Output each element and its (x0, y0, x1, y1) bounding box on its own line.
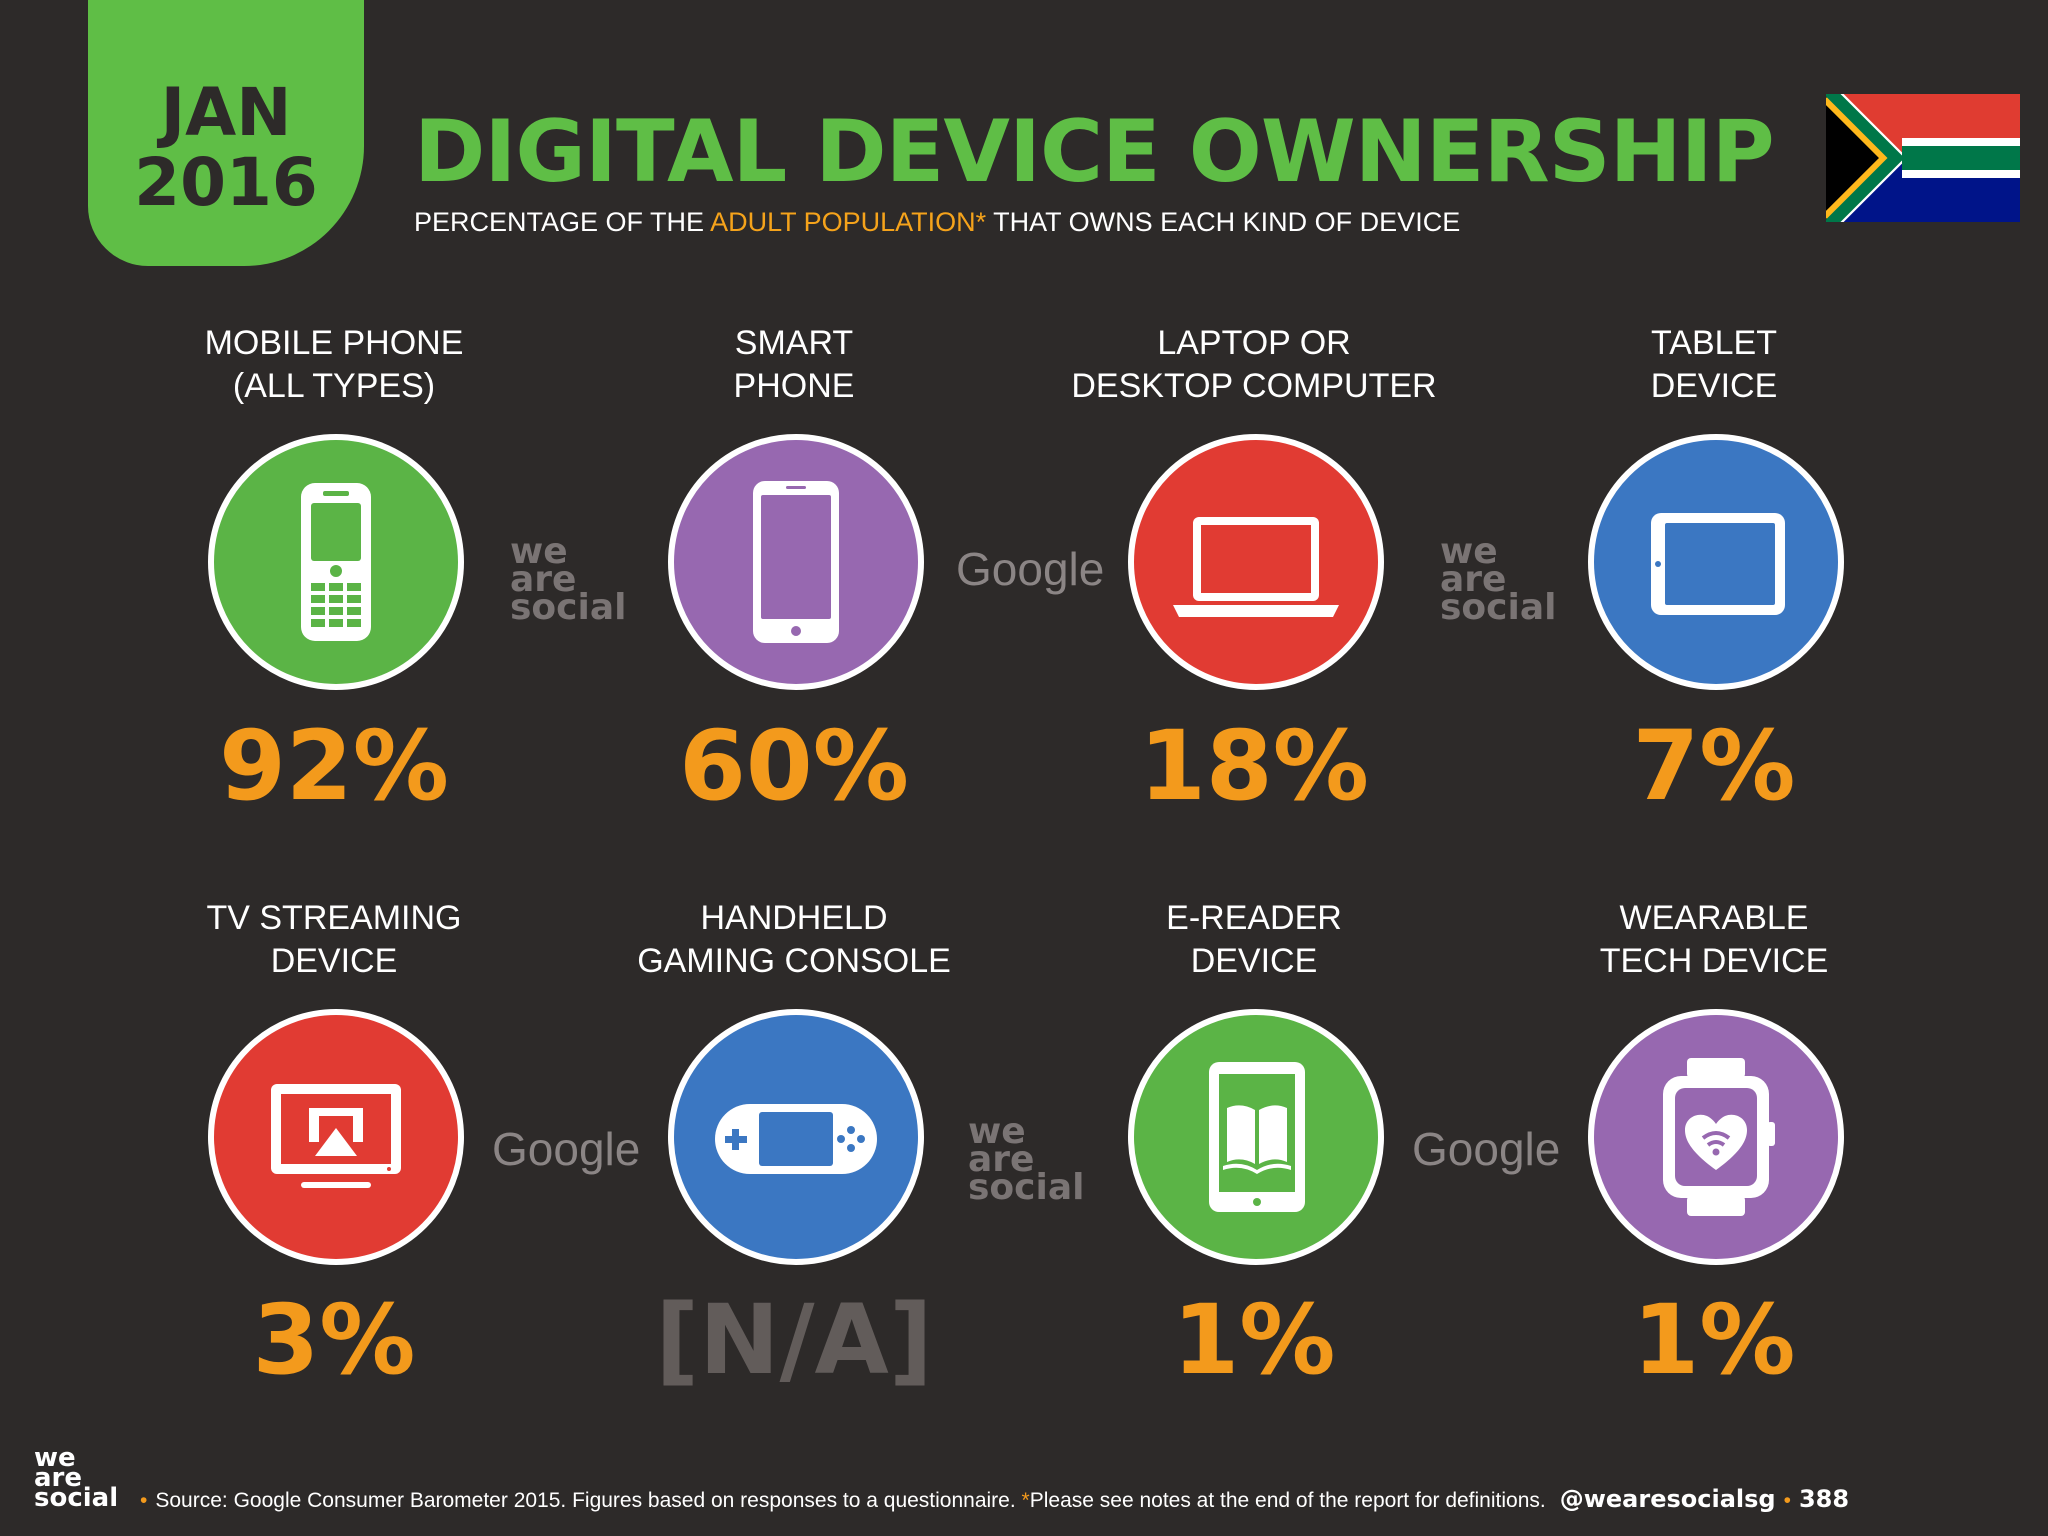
smartphone-circle (668, 434, 924, 690)
subtitle-post: THAT OWNS EACH KIND OF DEVICE (986, 207, 1461, 237)
label-line: DESKTOP COMPUTER (1071, 367, 1437, 405)
watermark-line: social (1440, 587, 1557, 628)
label-line: MOBILE PHONE (204, 324, 464, 362)
watermark-line: social (968, 1167, 1085, 1208)
value-gaming-console: [N/A] (655, 1284, 933, 1396)
page-subtitle: PERCENTAGE OF THE ADULT POPULATION* THAT… (414, 206, 1460, 238)
e-reader-circle (1128, 1009, 1384, 1265)
watermark-google: Google (1412, 1123, 1561, 1175)
smartwatch-icon (1663, 1058, 1775, 1216)
gaming-console-circle (668, 1009, 924, 1265)
footer-dot: • (1783, 1489, 1791, 1512)
label-tablet: TABLET DEVICE (1494, 322, 1934, 408)
label-line: TECH DEVICE (1599, 942, 1829, 980)
we-are-social-logo: we are social (34, 1443, 119, 1513)
value-e-reader: 1% (1172, 1284, 1336, 1396)
tablet-circle (1588, 434, 1844, 690)
watermark-line: we (968, 1111, 1026, 1152)
watermark-we-are-social: we are social (1440, 531, 1557, 628)
date-month: JAN (160, 74, 292, 151)
laptop-circle (1128, 434, 1384, 690)
value-laptop: 18% (1139, 710, 1369, 822)
watermark-we-are-social: we are social (510, 531, 627, 628)
footer-dot: • (140, 1489, 148, 1512)
value-tablet: 7% (1632, 710, 1796, 822)
smartphone-icon (753, 481, 839, 643)
label-line: GAMING CONSOLE (637, 942, 951, 980)
label-smartphone: SMART PHONE (574, 322, 1014, 408)
footer-handle[interactable]: @wearesocialsg (1559, 1485, 1776, 1513)
date-tab: JAN 2016 (88, 0, 364, 266)
wearable-circle (1588, 1009, 1844, 1265)
label-line: PHONE (733, 367, 855, 405)
footer-note-text: Please see notes at the end of the repor… (1029, 1489, 1546, 1512)
e-reader-icon (1209, 1062, 1305, 1212)
watermark-we-are-social: we are social (968, 1111, 1085, 1208)
label-line: DEVICE (1190, 942, 1318, 980)
value-wearable: 1% (1632, 1284, 1796, 1396)
gaming-console-icon (715, 1104, 877, 1174)
watermark-line: we (510, 531, 568, 572)
tablet-icon (1651, 513, 1785, 615)
subtitle-pre: PERCENTAGE OF THE (414, 207, 711, 237)
mobile-phone-circle (208, 434, 464, 690)
subtitle-highlight: ADULT POPULATION* (710, 207, 987, 237)
label-line: E-READER (1166, 899, 1342, 937)
label-line: DEVICE (1650, 367, 1778, 405)
logo-line: we (34, 1443, 76, 1473)
watermark-line: are (968, 1139, 1035, 1180)
tv-streaming-icon (271, 1084, 401, 1188)
label-line: TABLET (1651, 324, 1777, 362)
label-line: WEARABLE (1619, 899, 1809, 937)
label-gaming-console: HANDHELD GAMING CONSOLE (574, 897, 1014, 983)
footer: • Source: Google Consumer Barometer 2015.… (132, 1484, 1849, 1516)
logo-line: are (34, 1463, 83, 1493)
footer-source: Source: Google Consumer Barometer 2015. … (155, 1489, 1022, 1512)
watermark-line: social (510, 587, 627, 628)
label-line: SMART (734, 324, 854, 362)
tv-streaming-circle (208, 1009, 464, 1265)
label-mobile-phone: MOBILE PHONE (ALL TYPES) (114, 322, 554, 408)
footer-note-mark: * (1021, 1489, 1030, 1512)
page-number: 388 (1798, 1485, 1850, 1513)
label-wearable: WEARABLE TECH DEVICE (1494, 897, 1934, 983)
watermark-line: are (1440, 559, 1507, 600)
watermark-line: are (510, 559, 577, 600)
label-laptop: LAPTOP OR DESKTOP COMPUTER (1034, 322, 1474, 408)
date-year: 2016 (134, 144, 318, 221)
watermark-line: we (1440, 531, 1498, 572)
mobile-phone-icon (301, 483, 371, 641)
label-tv-streaming: TV STREAMING DEVICE (114, 897, 554, 983)
label-line: (ALL TYPES) (232, 367, 436, 405)
label-line: LAPTOP OR (1157, 324, 1351, 362)
value-mobile-phone: 92% (219, 710, 449, 822)
page-title: DIGITAL DEVICE OWNERSHIP (414, 102, 1775, 202)
label-line: TV STREAMING (206, 899, 462, 937)
label-line: DEVICE (270, 942, 398, 980)
value-tv-streaming: 3% (252, 1284, 416, 1396)
label-e-reader: E-READER DEVICE (1034, 897, 1474, 983)
watermark-google: Google (492, 1123, 641, 1175)
watermark-google: Google (956, 543, 1105, 595)
laptop-icon (1173, 517, 1339, 617)
south-africa-flag-icon (1826, 94, 2020, 222)
value-smartphone: 60% (679, 710, 909, 822)
label-line: HANDHELD (700, 899, 888, 937)
logo-line: social (34, 1483, 119, 1513)
